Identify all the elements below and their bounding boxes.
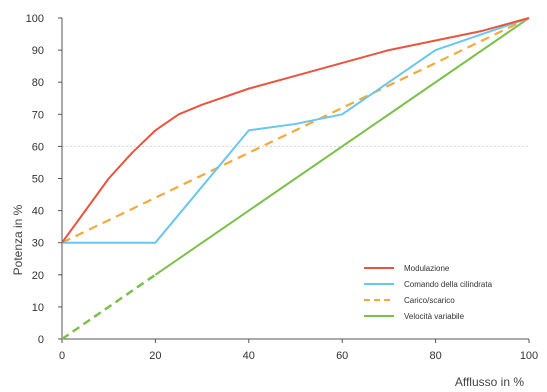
y-tick-label: 50 xyxy=(32,174,44,186)
x-tick-label: 0 xyxy=(59,350,65,362)
y-tick-label: 70 xyxy=(32,109,44,121)
y-tick-label: 20 xyxy=(32,270,44,282)
legend-label-carico-scarico: Carico/scarico xyxy=(404,296,455,305)
series-line-velocit-variabile-dashed xyxy=(61,273,157,341)
series-layer xyxy=(61,17,530,341)
legend-label-velocit-variabile: Velocità variabile xyxy=(404,312,465,321)
x-tick-label: 100 xyxy=(520,350,538,362)
x-axis-label: Afflusso in % xyxy=(455,375,524,389)
y-tick-label: 60 xyxy=(32,141,44,153)
x-tick-label: 80 xyxy=(429,350,441,362)
y-tick-label: 90 xyxy=(32,45,44,57)
y-tick-label: 100 xyxy=(26,13,44,25)
series-line-velocit-variabile xyxy=(154,17,530,276)
y-tick-label: 80 xyxy=(32,77,44,89)
x-tick-label: 20 xyxy=(149,350,161,362)
x-ticks: 0 20 40 60 80 100 xyxy=(59,339,538,362)
y-tick-label: 0 xyxy=(38,334,44,346)
y-ticks: 0 10 20 30 40 50 60 70 80 90 100 xyxy=(26,13,62,346)
legend-label-modulazione: Modulazione xyxy=(404,264,450,273)
y-tick-label: 30 xyxy=(32,238,44,250)
series-line-modulazione xyxy=(61,17,530,244)
y-tick-label: 10 xyxy=(32,302,44,314)
y-axis-label: Potenza in % xyxy=(11,204,25,275)
legend: Modulazione Comando della cilindrata Caric… xyxy=(364,264,493,321)
y-tick-label: 40 xyxy=(32,206,44,218)
legend-label-comando-della-cilindrata: Comando della cilindrata xyxy=(404,280,493,289)
series-line-carico-scarico xyxy=(61,17,530,244)
x-tick-label: 60 xyxy=(336,350,348,362)
series-line-comando-della-cilindrata xyxy=(62,17,530,244)
x-tick-label: 40 xyxy=(243,350,255,362)
